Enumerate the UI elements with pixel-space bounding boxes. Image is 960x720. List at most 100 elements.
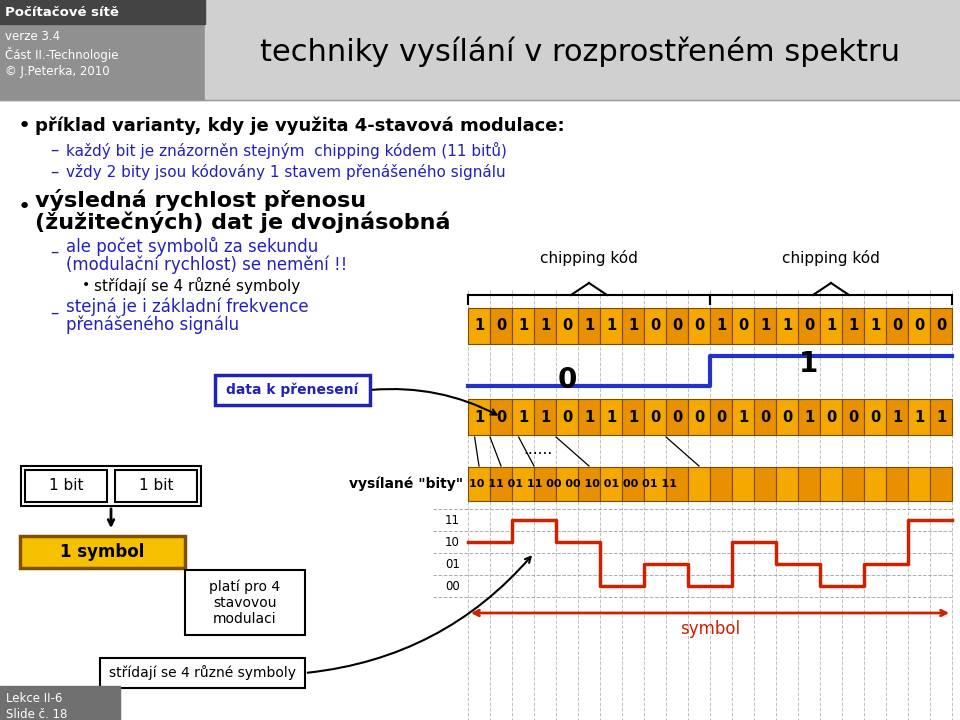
Text: 1: 1: [826, 318, 836, 333]
Bar: [490, 467, 512, 501]
Text: ......: ......: [523, 441, 552, 456]
Bar: [930, 308, 952, 344]
Text: 1 bit: 1 bit: [139, 479, 173, 493]
Bar: [710, 399, 732, 435]
Text: –: –: [50, 163, 59, 181]
Text: vysílané "bity": vysílané "bity": [348, 477, 463, 491]
Text: verze 3.4: verze 3.4: [5, 30, 60, 43]
Bar: [710, 467, 732, 501]
Bar: [468, 467, 490, 501]
Text: chipping kód: chipping kód: [540, 250, 638, 266]
Bar: [776, 399, 798, 435]
Text: 0: 0: [562, 410, 572, 425]
Bar: [534, 399, 556, 435]
Text: (modulační rychlost) se nemění !!: (modulační rychlost) se nemění !!: [66, 256, 348, 274]
Bar: [754, 308, 776, 344]
Bar: [864, 399, 886, 435]
Bar: [864, 467, 886, 501]
Bar: [842, 308, 864, 344]
Text: 1 bit: 1 bit: [49, 479, 84, 493]
Text: 0: 0: [672, 410, 683, 425]
Text: 1: 1: [517, 410, 528, 425]
Bar: [600, 308, 622, 344]
Text: techniky vysílání v rozprostřeném spektru: techniky vysílání v rozprostřeném spektr…: [260, 37, 900, 67]
Bar: [21, 466, 201, 506]
Bar: [842, 399, 864, 435]
Bar: [754, 399, 776, 435]
Bar: [205, 0, 960, 100]
Text: 1 symbol: 1 symbol: [60, 543, 145, 561]
Bar: [688, 467, 710, 501]
Text: •: •: [18, 197, 32, 217]
FancyBboxPatch shape: [20, 536, 185, 568]
Bar: [798, 399, 820, 435]
Bar: [930, 467, 952, 501]
Bar: [754, 467, 776, 501]
Bar: [710, 308, 732, 344]
Bar: [534, 467, 556, 501]
Text: –: –: [50, 304, 59, 322]
Text: 1: 1: [584, 318, 594, 333]
Bar: [622, 308, 644, 344]
Text: 1: 1: [606, 318, 616, 333]
Text: 1: 1: [738, 410, 748, 425]
Text: 1: 1: [914, 410, 924, 425]
Bar: [600, 399, 622, 435]
Text: 0: 0: [672, 318, 683, 333]
Text: Lekce II-6: Lekce II-6: [6, 693, 62, 706]
Text: Počítačové sítě: Počítačové sítě: [5, 6, 119, 19]
Bar: [468, 399, 490, 435]
Text: 1: 1: [716, 318, 726, 333]
FancyBboxPatch shape: [215, 375, 370, 405]
Text: příklad varianty, kdy je využita 4-stavová modulace:: příklad varianty, kdy je využita 4-stavo…: [35, 117, 564, 135]
Bar: [886, 467, 908, 501]
Bar: [666, 308, 688, 344]
Text: data k přenesení: data k přenesení: [227, 383, 359, 397]
Bar: [820, 467, 842, 501]
Bar: [842, 467, 864, 501]
Bar: [886, 308, 908, 344]
Bar: [798, 308, 820, 344]
Bar: [732, 467, 754, 501]
Text: (žužitečných) dat je dvojnásobná: (žužitečných) dat je dvojnásobná: [35, 211, 450, 233]
Bar: [0, 0, 205, 100]
Bar: [115, 470, 197, 502]
Text: 0: 0: [892, 318, 902, 333]
Text: 00: 00: [445, 580, 460, 593]
Bar: [622, 467, 644, 501]
Bar: [732, 399, 754, 435]
Text: ale počet symbolů za sekundu: ale počet symbolů za sekundu: [66, 236, 319, 256]
Bar: [490, 308, 512, 344]
Text: 1: 1: [870, 318, 880, 333]
Bar: [600, 467, 622, 501]
Text: Slide č. 18: Slide č. 18: [6, 708, 67, 720]
FancyBboxPatch shape: [100, 658, 305, 688]
Bar: [886, 399, 908, 435]
Text: 1: 1: [760, 318, 770, 333]
Text: 0: 0: [914, 318, 924, 333]
Text: –: –: [50, 141, 59, 159]
Bar: [556, 467, 578, 501]
Text: 11: 11: [445, 513, 460, 526]
Text: stejná je i základní frekvence: stejná je i základní frekvence: [66, 298, 308, 316]
Text: 10: 10: [445, 536, 460, 549]
Bar: [820, 399, 842, 435]
Text: každý bit je znázorněn stejným  chipping kódem (11 bitů): každý bit je znázorněn stejným chipping …: [66, 142, 507, 158]
Bar: [644, 467, 666, 501]
Bar: [666, 399, 688, 435]
Bar: [864, 308, 886, 344]
Text: střídají se 4 různé symboly: střídají se 4 různé symboly: [109, 665, 296, 680]
Bar: [468, 308, 490, 344]
Text: 1: 1: [474, 410, 484, 425]
Text: 0: 0: [826, 410, 836, 425]
Bar: [666, 467, 688, 501]
Text: platí pro 4
stavovou
modulaci: platí pro 4 stavovou modulaci: [209, 579, 280, 626]
Text: 0: 0: [936, 318, 947, 333]
Text: 0: 0: [848, 410, 858, 425]
Bar: [578, 308, 600, 344]
Text: 0: 0: [804, 318, 814, 333]
Text: 0: 0: [650, 318, 660, 333]
FancyBboxPatch shape: [185, 570, 305, 635]
Text: 0: 0: [558, 366, 577, 394]
Bar: [0, 0, 205, 24]
